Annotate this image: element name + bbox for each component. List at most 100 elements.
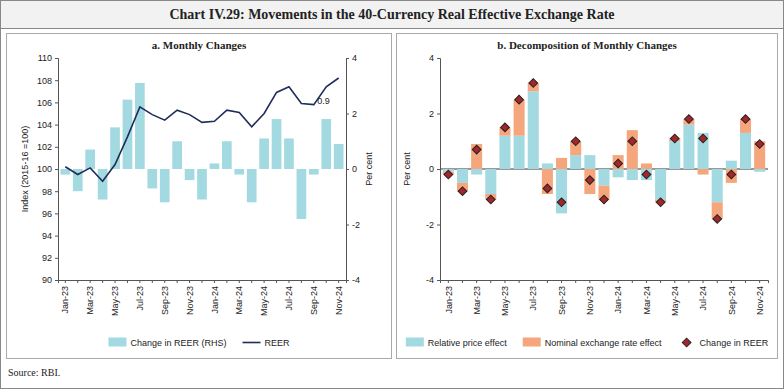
panel-frame bbox=[397, 34, 778, 359]
panel-title: b. Decomposition of Monthly Changes bbox=[497, 39, 677, 51]
tick-mark bbox=[55, 213, 58, 214]
axis-tick: 96 bbox=[42, 209, 58, 219]
tick-mark bbox=[437, 225, 440, 226]
legend-swatch bbox=[682, 338, 691, 347]
marker bbox=[614, 159, 623, 168]
bar bbox=[197, 169, 207, 200]
axis-tick: 0 bbox=[346, 164, 357, 174]
bar bbox=[542, 169, 553, 194]
legend-item: Nominal exchange rate effect bbox=[523, 338, 662, 349]
bar bbox=[641, 163, 652, 169]
tick-label: Mar-23 bbox=[472, 286, 482, 315]
source-note: Source: RBI. bbox=[8, 367, 60, 378]
tick-mark bbox=[55, 102, 58, 103]
axis-tick: -4 bbox=[426, 275, 440, 285]
tick-mark bbox=[437, 169, 440, 170]
legend-item: REER bbox=[243, 338, 291, 348]
tick-mark bbox=[55, 258, 58, 259]
bar bbox=[669, 141, 680, 169]
legend-item: Change in REER (RHS) bbox=[108, 338, 226, 349]
tick-label: Mar-24 bbox=[234, 286, 244, 315]
legend: Relative price effect Nominal exchange ra… bbox=[406, 338, 769, 349]
axis-line bbox=[59, 281, 347, 284]
axis-tick bbox=[77, 280, 78, 283]
tick-mark bbox=[717, 280, 718, 283]
annotation: 0.9 bbox=[317, 96, 330, 106]
tick-mark bbox=[338, 280, 339, 283]
axis-tick: Jan-24 bbox=[210, 280, 220, 314]
bar bbox=[655, 169, 666, 200]
marker bbox=[755, 140, 764, 149]
axis-line bbox=[347, 59, 350, 281]
tick-mark bbox=[288, 280, 289, 283]
legend-label: Nominal exchange rate effect bbox=[545, 338, 662, 348]
axis-tick: 108 bbox=[37, 76, 58, 86]
tick-label: 92 bbox=[42, 253, 52, 263]
legend: Change in REER (RHS) REER bbox=[108, 338, 290, 349]
tick-mark bbox=[745, 280, 746, 283]
bar bbox=[514, 100, 525, 136]
axis-tick: 0 bbox=[429, 164, 440, 174]
tick-label: 108 bbox=[37, 76, 52, 86]
axis-tick: -2 bbox=[346, 220, 360, 230]
axis-tick: -2 bbox=[426, 220, 440, 230]
axis-tick: Nov-23 bbox=[185, 280, 195, 315]
axis-tick: Mar-23 bbox=[472, 280, 482, 315]
tick-mark bbox=[55, 58, 58, 59]
axis: 9092949698100102104106108110 bbox=[37, 53, 59, 285]
tick-mark bbox=[547, 280, 548, 283]
axis-tick bbox=[276, 280, 277, 283]
tick-mark bbox=[251, 280, 252, 283]
tick-label: 2 bbox=[429, 109, 434, 119]
axis: -4-2024 bbox=[426, 53, 441, 285]
tick-mark bbox=[55, 191, 58, 192]
axis-tick: May-23 bbox=[500, 280, 510, 316]
tick-mark bbox=[55, 80, 58, 81]
axis-tick: Sep-23 bbox=[160, 280, 170, 315]
marker bbox=[727, 170, 736, 179]
bar bbox=[584, 155, 595, 169]
axis-tick bbox=[547, 280, 548, 283]
tick-label: -4 bbox=[352, 275, 360, 285]
marker bbox=[571, 137, 580, 146]
outer-frame bbox=[1, 1, 784, 389]
bar bbox=[514, 136, 525, 169]
legend-swatch bbox=[243, 342, 261, 344]
axis-tick bbox=[688, 280, 689, 283]
tick-label: -2 bbox=[426, 220, 434, 230]
tick-mark bbox=[519, 280, 520, 283]
axis-tick: Jan-23 bbox=[443, 280, 453, 314]
axis-tick: 106 bbox=[37, 98, 58, 108]
bar bbox=[726, 169, 737, 183]
tick-mark bbox=[604, 280, 605, 283]
tick-mark bbox=[313, 280, 314, 283]
marker bbox=[699, 134, 708, 143]
tick-mark bbox=[346, 58, 349, 59]
tick-mark bbox=[264, 280, 265, 283]
bar bbox=[284, 138, 294, 169]
axis-tick: May-24 bbox=[670, 280, 680, 316]
tick-label: May-24 bbox=[259, 286, 269, 316]
bar bbox=[556, 158, 567, 169]
bar bbox=[457, 169, 468, 183]
tick-label: Mar-24 bbox=[642, 286, 652, 315]
legend-item: Relative price effect bbox=[406, 338, 507, 349]
bar bbox=[712, 169, 723, 202]
axis-tick: -4 bbox=[346, 275, 360, 285]
line bbox=[65, 78, 338, 181]
bar bbox=[641, 169, 652, 180]
tick-label: 104 bbox=[37, 120, 52, 130]
bar bbox=[499, 136, 510, 169]
chart-root: Chart IV.29: Movements in the 40-Currenc… bbox=[0, 0, 784, 389]
axis-tick: May-23 bbox=[110, 280, 120, 316]
tick-label: Jul-24 bbox=[698, 286, 708, 311]
bar-series bbox=[443, 91, 765, 213]
tick-mark bbox=[346, 280, 349, 281]
axis-tick: Mar-24 bbox=[234, 280, 244, 315]
axis-tick: May-24 bbox=[259, 280, 269, 316]
marker bbox=[628, 137, 637, 146]
legend-item: Change in REER bbox=[682, 338, 768, 348]
axis-tick bbox=[251, 280, 252, 283]
axis-tick: Sep-23 bbox=[557, 280, 567, 315]
tick-label: Nov-24 bbox=[755, 286, 765, 315]
